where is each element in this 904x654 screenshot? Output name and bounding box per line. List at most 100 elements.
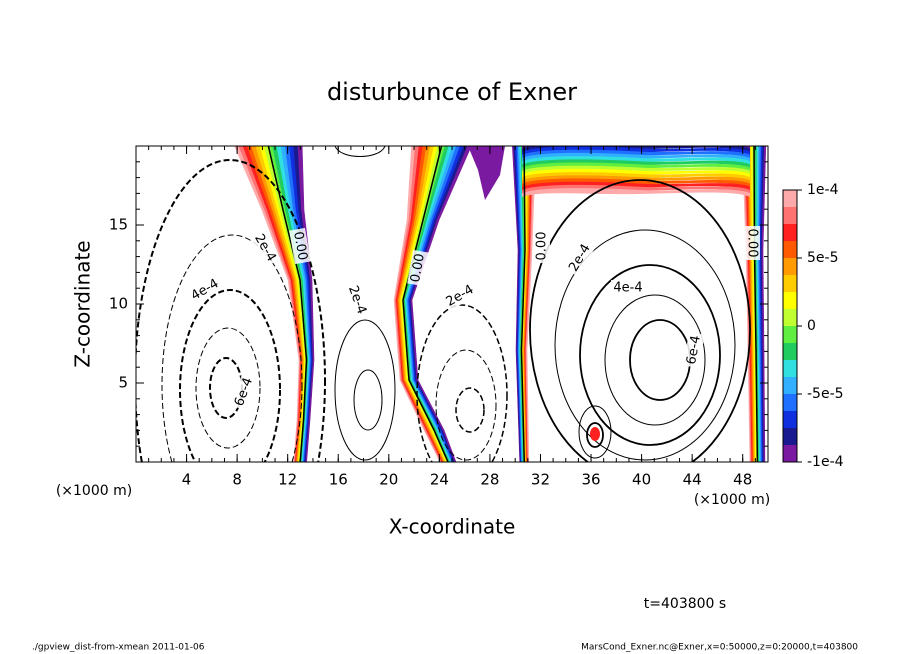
contour-label-bg	[534, 229, 550, 263]
contour-line	[136, 159, 326, 462]
shade-arc	[522, 165, 750, 175]
contour-line	[629, 319, 691, 401]
zero-contour	[520, 146, 526, 462]
y-unit-label: (×1000 m)	[56, 483, 132, 499]
shade-arc	[522, 162, 750, 172]
contour-label-bg	[683, 331, 705, 369]
shade-arc	[522, 181, 750, 191]
colorbar-swatch	[783, 326, 797, 344]
colorbar-swatch	[783, 275, 797, 293]
x-tick-label: 40	[632, 471, 651, 489]
colorbar-swatch	[783, 360, 797, 378]
x-tick-label: 48	[733, 471, 752, 489]
zero-contour	[402, 146, 449, 462]
x-tick-label: 4	[182, 471, 192, 489]
contour-label-bg	[441, 280, 479, 312]
x-tick-label: 32	[531, 471, 550, 489]
shade-arc	[522, 168, 750, 178]
y-tick-label: 10	[109, 295, 128, 313]
y-axis-label: Z-coordinate	[71, 240, 95, 367]
y-tick-label: 5	[118, 374, 128, 392]
y-tick-label: 15	[109, 216, 128, 234]
colorbar-swatch	[783, 207, 797, 225]
contour-line	[604, 294, 706, 426]
shade-arc	[522, 178, 750, 188]
shade-arc	[522, 188, 750, 197]
x-tick-label: 12	[278, 471, 297, 489]
zero-contour	[267, 146, 308, 462]
contour-line	[435, 349, 497, 461]
contour-line	[334, 146, 386, 157]
contour-line	[416, 304, 508, 462]
x-tick-label: 28	[480, 471, 499, 489]
shade-arc	[522, 149, 750, 159]
contour-line	[195, 327, 261, 449]
colorbar-swatch	[783, 190, 797, 208]
shade-arc	[522, 184, 750, 194]
contour-fill	[590, 427, 600, 441]
contour-label-bg	[230, 373, 258, 411]
colorbar-swatch	[783, 241, 797, 259]
contour-line	[179, 289, 281, 462]
contour-label-bg	[611, 280, 645, 296]
contour-line	[554, 229, 736, 461]
colorbar-swatch	[783, 224, 797, 242]
contour-line	[161, 234, 303, 462]
shade-arc	[522, 156, 750, 165]
colorbar-tick-label: 5e-5	[807, 250, 838, 266]
contour-label-bg	[186, 274, 224, 306]
contour-label-bg	[744, 226, 760, 260]
colorbar-swatch	[783, 258, 797, 276]
chart-title: disturbunce of Exner	[327, 78, 577, 106]
x-unit-label: (×1000 m)	[694, 492, 770, 508]
footer-right: MarsCond_Exner.nc@Exner,x=0:50000,z=0:20…	[581, 643, 858, 653]
x-tick-label: 8	[232, 471, 242, 489]
contour-label-bg	[289, 227, 311, 265]
colorbar-tick-label: 0	[807, 318, 816, 334]
contour-label: 0.00	[745, 229, 760, 258]
colorbar-tick-label: -1e-4	[807, 454, 844, 470]
shade-arc	[522, 159, 750, 169]
contour-line	[334, 319, 396, 461]
x-axis-label: X-coordinate	[389, 515, 516, 539]
shade-arc	[522, 152, 750, 162]
shade-arc	[522, 172, 750, 181]
colorbar-swatch	[783, 377, 797, 395]
x-tick-label: 20	[379, 471, 398, 489]
colorbar-swatch	[783, 309, 797, 327]
contour-label-bg	[564, 239, 596, 277]
zero-contour	[753, 146, 759, 462]
contour-line	[578, 405, 612, 459]
colorbar-swatch	[783, 428, 797, 446]
colorbar-swatch	[783, 445, 797, 463]
colorbar-tick-label: -5e-5	[807, 386, 844, 402]
contour-label: 0.00	[535, 232, 550, 261]
x-tick-label: 16	[329, 471, 348, 489]
x-tick-label: 36	[581, 471, 600, 489]
shade-band	[410, 146, 472, 462]
contour-label-bg	[249, 229, 281, 267]
colorbar-swatch	[783, 394, 797, 412]
contour-line	[579, 264, 721, 446]
contour-label-bg	[407, 249, 429, 287]
x-tick-label: 44	[683, 471, 702, 489]
colorbar-swatch	[783, 292, 797, 310]
contour-label: 6e-4	[684, 334, 704, 365]
colorbar-swatch	[783, 411, 797, 429]
contour-line	[529, 179, 751, 462]
contour-line	[353, 369, 383, 431]
colorbar-swatch	[783, 343, 797, 361]
time-annotation: t=403800 s	[644, 596, 726, 612]
shade-blob	[468, 146, 505, 200]
contour-label-bg	[343, 281, 371, 319]
footer-left: ./gpview_dist-from-xmean 2011-01-06	[32, 643, 205, 653]
contour-label: 4e-4	[613, 281, 642, 296]
contour-label: 0.00	[408, 252, 428, 283]
contour-line	[455, 387, 485, 433]
x-tick-label: 24	[430, 471, 449, 489]
contour-label: 0.00	[290, 230, 310, 261]
shade-band	[297, 146, 315, 462]
